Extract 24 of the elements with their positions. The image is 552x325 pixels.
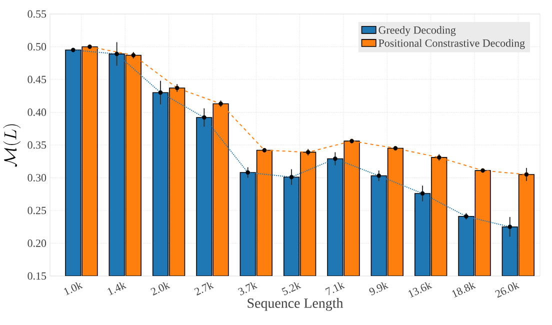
y-tick-label: 0.40 — [28, 108, 46, 116]
x-tick-label: 2.0k — [150, 282, 170, 296]
x-tick-label: 1.0k — [64, 282, 83, 296]
x-tick-label: 7.1k — [325, 282, 345, 296]
x-axis-title: Sequence Length — [248, 298, 344, 311]
y-tick-label: 0.45 — [28, 76, 46, 84]
x-tick-label: 26.0k — [495, 282, 520, 298]
y-tick-label: 0.50 — [28, 43, 46, 50]
y-tick-label: 0.20 — [28, 240, 46, 247]
x-tick-label: 18.8k — [452, 282, 476, 298]
y-tick-label: 0.25 — [28, 206, 46, 214]
y-tick-label: 0.55 — [28, 10, 46, 18]
x-tick-label: 13.6k — [408, 282, 432, 298]
y-tick-label: 0.30 — [28, 174, 46, 182]
y-tick-label: 0.35 — [28, 141, 46, 149]
x-tick-label: 5.2k — [282, 282, 302, 296]
x-tick-label: 2.7k — [194, 282, 214, 296]
x-tick-label: 3.7k — [238, 282, 258, 296]
x-tick-label: 1.4k — [108, 282, 127, 296]
legend-label: Positional Constrastive Decoding — [378, 39, 525, 50]
legend-label: Greedy Decoding — [378, 26, 456, 36]
y-tick-label: 0.15 — [28, 272, 46, 280]
x-tick-label: 9.9k — [369, 282, 389, 296]
y-axis-title: $\mathcal{M}(L)$ — [3, 124, 20, 167]
